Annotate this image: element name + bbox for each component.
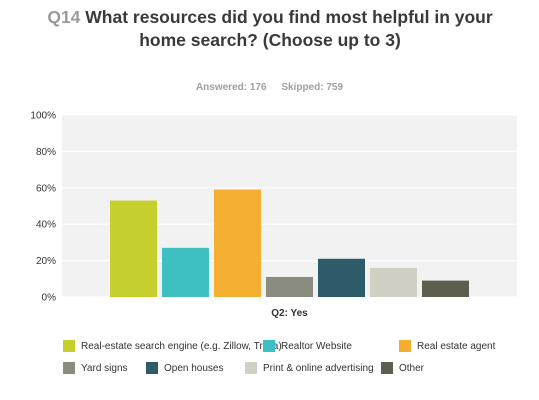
bar	[318, 258, 365, 297]
bar	[214, 189, 261, 297]
bar	[422, 280, 469, 297]
legend-item: Realtor Website	[263, 340, 352, 352]
question-title: Q14 What resources did you find most hel…	[40, 6, 500, 52]
question-number: Q14	[47, 7, 81, 27]
y-tick-label: 0%	[42, 293, 57, 304]
x-category-label: Q2: Yes	[271, 308, 308, 319]
legend-swatch	[63, 340, 75, 352]
legend-label: Realtor Website	[281, 340, 352, 352]
bar	[370, 267, 417, 297]
response-stats: Answered: 176 Skipped: 759	[0, 82, 539, 93]
y-tick-label: 60%	[36, 183, 56, 194]
legend-item: Real estate agent	[399, 340, 495, 352]
bar	[110, 200, 157, 297]
legend-swatch	[146, 362, 158, 374]
legend-label: Real estate agent	[417, 340, 496, 352]
legend-swatch	[399, 340, 411, 352]
y-tick-label: 80%	[36, 147, 56, 158]
legend-item: Real-estate search engine (e.g. Zillow, …	[63, 340, 282, 352]
y-tick-label: 100%	[30, 111, 56, 122]
legend-item: Open houses	[146, 362, 224, 374]
y-tick-label: 40%	[36, 220, 56, 231]
legend-label: Yard signs	[81, 362, 128, 374]
skipped-count: Skipped: 759	[281, 82, 344, 93]
legend-label: Other	[399, 362, 425, 374]
legend-swatch	[381, 362, 393, 374]
legend-item: Yard signs	[63, 362, 128, 374]
legend-label: Real-estate search engine (e.g. Zillow, …	[81, 340, 282, 352]
answered-count: Answered: 176	[195, 82, 267, 93]
legend-label: Print & online advertising	[263, 362, 374, 374]
question-text: What resources did you find most helpful…	[85, 7, 493, 50]
legend-swatch	[263, 340, 275, 352]
legend-item: Print & online advertising	[245, 362, 374, 374]
legend-label: Open houses	[164, 362, 224, 374]
legend-swatch	[245, 362, 257, 374]
legend-item: Other	[381, 362, 424, 374]
bar	[162, 247, 209, 297]
legend-swatch	[63, 362, 75, 374]
bar	[266, 276, 313, 297]
y-tick-label: 20%	[36, 256, 56, 267]
